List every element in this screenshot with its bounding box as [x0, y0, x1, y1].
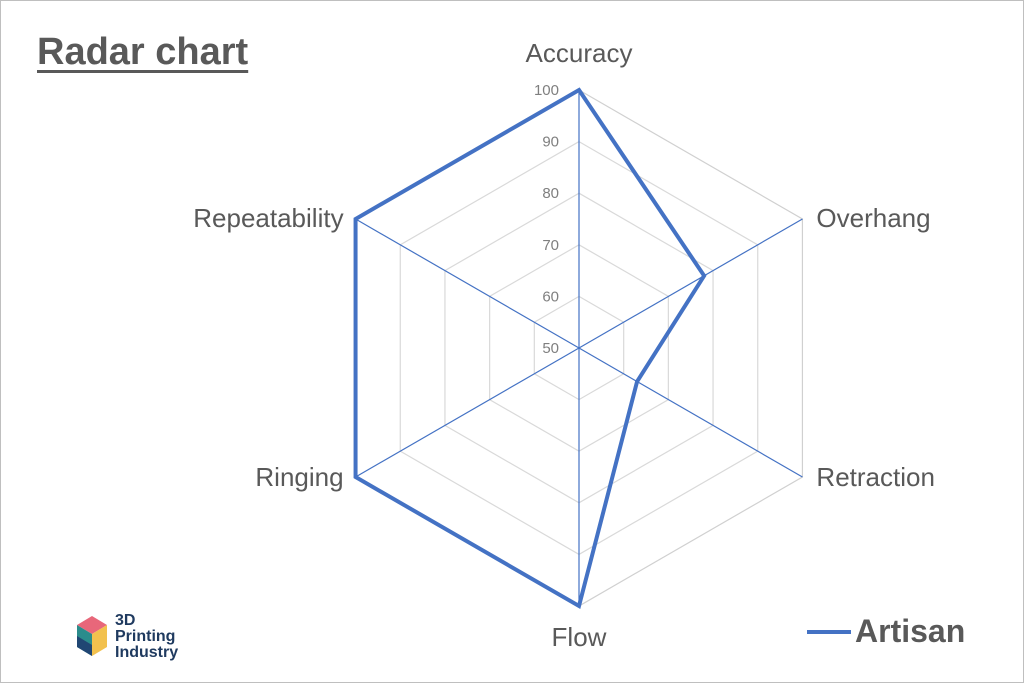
brand-logo: 3D Printing Industry	[75, 613, 178, 661]
logo-cube-icon	[77, 616, 107, 656]
legend: Artisan	[807, 613, 965, 650]
axis-label-ringing: Ringing	[255, 462, 343, 492]
logo-text-line: Printing	[115, 628, 176, 645]
axis-label-accuracy: Accuracy	[526, 38, 633, 68]
radar-series	[353, 87, 707, 610]
logo-text: 3D Printing Industry	[115, 613, 178, 661]
axis-label-flow: Flow	[552, 622, 607, 652]
tick-label: 100	[534, 82, 559, 99]
axis-labels: Accuracy Overhang Retraction Flow Ringing Rep…	[193, 38, 935, 652]
tick-label: 80	[542, 185, 559, 202]
axis-label-repeatability: Repeatability	[193, 203, 343, 233]
legend-label: Artisan	[855, 613, 966, 649]
radar-spokes	[355, 90, 803, 606]
tick-label: 60	[542, 288, 559, 305]
axis-spoke	[355, 347, 580, 478]
axis-label-overhang: Overhang	[816, 203, 930, 233]
logo-text-line: Industry	[115, 644, 179, 661]
axis-spoke	[578, 218, 803, 349]
axis-spoke	[355, 218, 580, 349]
logo-text-line: 3D	[115, 612, 136, 629]
tick-label: 70	[542, 237, 559, 254]
legend-line-swatch	[807, 629, 851, 634]
series-line-artisan	[353, 87, 707, 610]
axis-spoke	[578, 347, 803, 478]
tick-label: 90	[542, 134, 559, 151]
chart-title: Radar chart	[37, 31, 249, 73]
tick-label: 50	[542, 340, 559, 357]
radial-tick-labels: 50 60 70 80 90 100	[534, 82, 559, 357]
axis-label-retraction: Retraction	[816, 462, 935, 492]
